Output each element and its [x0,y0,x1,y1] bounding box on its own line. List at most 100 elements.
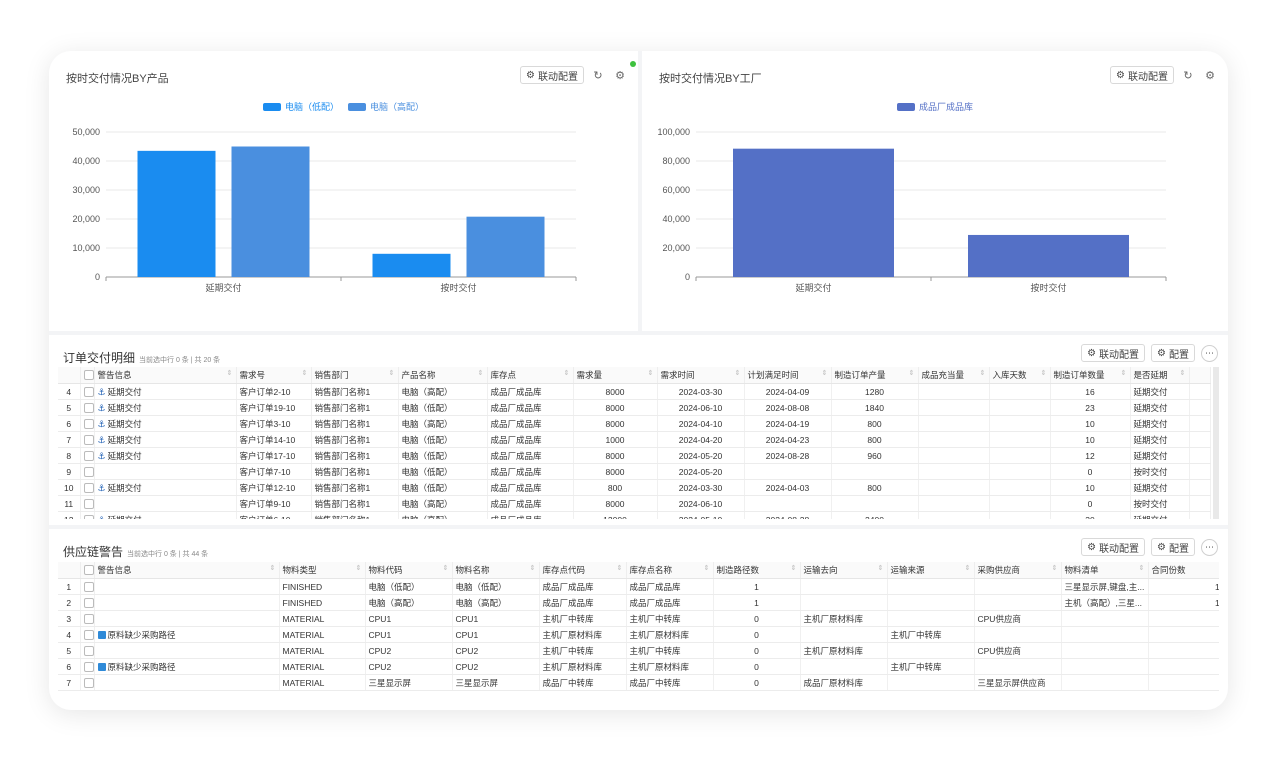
sort-icon[interactable]: ⇕ [301,370,308,377]
row-checkbox-cell[interactable] [80,431,95,448]
column-header[interactable]: 是否延期 ⇕ [1130,367,1190,384]
sort-icon[interactable]: ⇕ [647,370,654,377]
config-button[interactable]: ⚙ 配置 [1151,344,1195,362]
more-icon[interactable]: ⋯ [1201,538,1218,556]
table-row[interactable]: 7 ⚓ 延期交付 客户订单14-10 销售部门名称1 电脑（低配） 成品厂成品库 1000 20… [58,431,1211,448]
link-config-button[interactable]: ⚙ 联动配置 [1081,538,1146,556]
link-config-button[interactable]: ⚙ 联动配置 [520,66,584,84]
column-header[interactable]: 销售部门 ⇕ [311,367,399,384]
table-row[interactable]: 9 客户订单7-10 销售部门名称1 电脑（低配） 成品厂成品库 8000 2024-05-… [58,463,1211,480]
checkbox[interactable] [83,418,93,429]
bar-1-1[interactable] [137,150,216,277]
sort-icon[interactable]: ⇕ [821,370,828,377]
column-header[interactable]: 产品名称 ⇕ [398,367,488,384]
checkbox[interactable] [83,434,93,445]
column-header[interactable]: 库存点名称 ⇕ [626,562,714,579]
link-config-button[interactable]: ⚙ 联动配置 [1081,344,1146,362]
column-header[interactable]: 运输来源 ⇕ [887,562,975,579]
checkbox[interactable] [83,466,93,477]
checkbox[interactable] [83,482,93,493]
sort-icon[interactable]: ⇕ [1179,370,1186,377]
sort-icon[interactable]: ⇕ [877,565,884,572]
column-header[interactable]: 运输去向 ⇕ [800,562,888,579]
orders-scrollbar[interactable] [1213,367,1219,519]
checkbox[interactable] [83,514,93,519]
bar-2-1[interactable] [231,146,310,278]
config-button[interactable]: ⚙ 配置 [1151,538,1195,556]
table-row[interactable]: 2 FINISHED 电脑（高配） 电脑（高配） 成品厂成品库 成品厂成品库 1 主机（高配）… [58,594,1219,611]
column-header[interactable]: 警告信息 ⇕ [94,367,237,384]
refresh-icon[interactable]: ↻ [1183,69,1193,82]
sort-icon[interactable]: ⇕ [355,565,362,572]
column-header[interactable]: 库存点 ⇕ [487,367,574,384]
table-row[interactable]: 12⚓延期交付客户订单6-10销售部门名称1电脑（高配）成品厂成品库120002… [58,511,1211,519]
row-checkbox-cell[interactable] [80,399,95,416]
row-checkbox-cell[interactable] [80,463,95,480]
settings-icon[interactable]: ⚙ [1205,69,1215,82]
row-checkbox-cell[interactable] [80,495,95,512]
table-row[interactable]: 10 ⚓ 延期交付 客户订单12-10 销售部门名称1 电脑（低配） 成品厂成品库 800 20… [58,479,1211,496]
table-row[interactable]: 3 MATERIAL CPU1 CPU1 主机厂中转库 主机厂中转库 0 主机厂原材料库 CPU… [58,610,1219,627]
column-header[interactable]: 物料代码 ⇕ [365,562,453,579]
sort-icon[interactable]: ⇕ [1120,370,1127,377]
checkbox[interactable] [83,402,93,413]
column-header[interactable]: 物料名称 ⇕ [452,562,540,579]
column-header[interactable]: 计划满足时间 ⇕ [744,367,832,384]
row-checkbox-cell[interactable] [80,658,95,675]
column-header[interactable]: 需求时间 ⇕ [657,367,745,384]
row-checkbox-cell[interactable] [80,642,95,659]
column-header[interactable]: 库存点代码 ⇕ [539,562,627,579]
sort-icon[interactable]: ⇕ [1040,370,1047,377]
sort-icon[interactable]: ⇕ [269,565,276,572]
legend-item-factory[interactable]: 成品厂成品库 [896,100,973,113]
bar-1-2[interactable] [372,253,451,277]
table-row[interactable]: 6 原料缺少采购路径 MATERIAL CPU2 CPU2 主机厂原材料库 主机厂原材料库 0… [58,658,1219,675]
select-all-checkbox[interactable] [80,367,95,384]
link-config-button[interactable]: ⚙ 联动配置 [1110,66,1174,84]
bar-2-2[interactable] [466,216,545,277]
sort-icon[interactable]: ⇕ [563,370,570,377]
row-checkbox-cell[interactable] [80,511,95,519]
column-header[interactable]: 采购供应商 ⇕ [974,562,1062,579]
table-row[interactable]: 5 MATERIAL CPU2 CPU2 主机厂中转库 主机厂中转库 0 主机厂原材料库 CPU… [58,642,1219,659]
row-checkbox-cell[interactable] [80,479,95,496]
table-row[interactable]: 5 ⚓ 延期交付 客户订单19-10 销售部门名称1 电脑（低配） 成品厂成品库 8000 20… [58,399,1211,416]
checkbox[interactable] [83,613,93,624]
checkbox[interactable] [83,645,93,656]
checkbox[interactable] [83,661,93,672]
legend-item-low[interactable]: 电脑（低配） [262,100,339,113]
row-checkbox-cell[interactable] [80,594,95,611]
sort-icon[interactable]: ⇕ [979,370,986,377]
sort-icon[interactable]: ⇕ [734,370,741,377]
row-checkbox-cell[interactable] [80,415,95,432]
row-checkbox-cell[interactable] [80,383,95,400]
select-all-checkbox[interactable] [80,562,95,579]
sort-icon[interactable]: ⇕ [442,565,449,572]
sort-icon[interactable]: ⇕ [226,370,233,377]
column-header[interactable]: 制造订单产量 ⇕ [831,367,919,384]
checkbox[interactable] [83,386,93,397]
table-row[interactable]: 8 ⚓ 延期交付 客户订单17-10 销售部门名称1 电脑（低配） 成品厂成品库 8000 20… [58,447,1211,464]
column-header[interactable]: 制造路径数 ⇕ [713,562,801,579]
checkbox[interactable] [83,565,93,576]
more-icon[interactable]: ⋯ [1201,344,1218,362]
checkbox[interactable] [83,370,93,381]
sort-icon[interactable]: ⇕ [908,370,915,377]
checkbox[interactable] [83,677,93,688]
row-checkbox-cell[interactable] [80,578,95,595]
bar-1-1[interactable] [733,148,894,277]
sort-icon[interactable]: ⇕ [1138,565,1145,572]
row-checkbox-cell[interactable] [80,610,95,627]
column-header[interactable]: 入库天数 ⇕ [989,367,1051,384]
settings-icon[interactable]: ⚙ [615,69,625,82]
table-row[interactable]: 7 MATERIAL 三星显示屏 三星显示屏 成品厂中转库 成品厂中转库 0 成品厂原材料库三… [58,674,1219,691]
column-header[interactable]: 物料清单 ⇕ [1061,562,1149,579]
sort-icon[interactable]: ⇕ [616,565,623,572]
checkbox[interactable] [83,498,93,509]
legend-item-high[interactable]: 电脑（高配） [348,100,424,113]
column-header[interactable]: 合同份数⇕ [1148,562,1219,579]
sort-icon[interactable]: ⇕ [1051,565,1058,572]
column-header[interactable]: 警告信息 ⇕ [94,562,280,579]
column-header[interactable]: 需求号 ⇕ [236,367,312,384]
sort-icon[interactable]: ⇕ [388,370,395,377]
